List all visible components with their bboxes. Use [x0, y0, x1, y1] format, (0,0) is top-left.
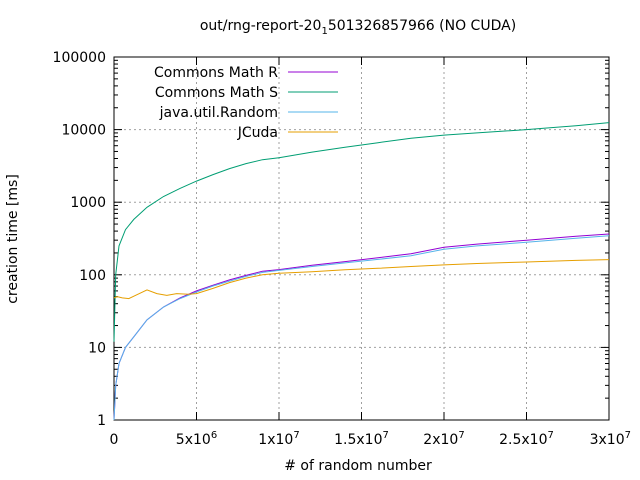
x-tick-label: 2.5x107: [499, 430, 554, 448]
grid-lines: [114, 57, 609, 420]
series-lines: [113, 122, 610, 421]
x-tick-label: 1.5x107: [334, 430, 389, 448]
x-tick-label: 1x107: [258, 430, 299, 448]
x-tick-label: 0: [110, 432, 119, 448]
x-axis-label: # of random number: [284, 458, 432, 474]
legend-label: java.util.Random: [159, 105, 278, 121]
series-line-1: [113, 122, 610, 342]
legend-label: Commons Math R: [154, 65, 278, 81]
y-tick-label: 10000: [61, 123, 106, 139]
legend-label: Commons Math S: [155, 85, 278, 101]
x-tick-label: 3x107: [590, 430, 631, 448]
series-line-2: [113, 235, 610, 421]
y-axis-label: creation time [ms]: [5, 174, 21, 304]
x-tick-label: 2x107: [423, 430, 464, 448]
x-tick-label: 5x106: [176, 430, 217, 448]
series-line-3: [113, 259, 610, 300]
y-tick-label: 100000: [53, 50, 106, 66]
chart-title: out/rng-report-201501326857966 (NO CUDA): [200, 18, 516, 37]
ticks: 1 10 100 1000 10000 100000 0 5x106 1x107 1.5x107 2…: [53, 50, 631, 448]
y-tick-label: 10: [88, 340, 106, 356]
y-tick-label: 1000: [70, 195, 106, 211]
legend: Commons Math R Commons Math S java.util.Ra…: [154, 65, 338, 141]
legend-label: JCuda: [237, 125, 278, 141]
y-tick-label: 1: [97, 413, 106, 429]
y-tick-label: 100: [79, 268, 106, 284]
